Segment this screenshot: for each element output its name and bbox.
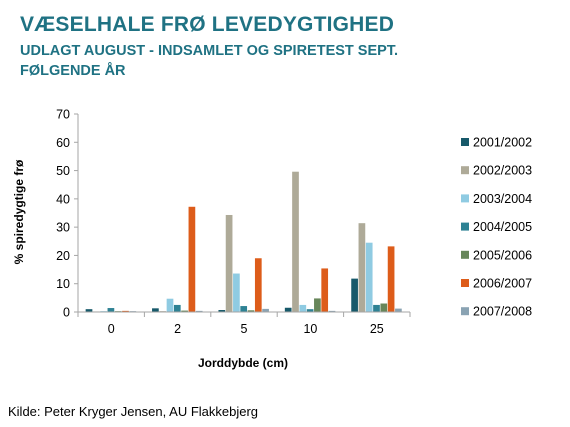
x-tick-label: 0 [108,322,115,336]
bar-2005-2006-2 [181,310,188,312]
source-note: Kilde: Peter Kryger Jensen, AU Flakkebje… [8,404,259,419]
bar-2007-2008-25 [395,308,402,312]
y-tick-label: 70 [56,108,70,122]
legend-label: 2003/2004 [473,192,532,206]
legend-label: 2006/2007 [473,277,532,291]
bar-2005-2006-25 [380,303,388,312]
bar-2005-2006-5 [247,310,255,312]
bar-2005-2006-10 [314,298,321,312]
y-tick-label: 40 [56,192,70,206]
x-tick-label: 10 [303,322,317,336]
y-tick-label: 10 [56,277,70,291]
bar-2004-2005-10 [306,309,314,312]
legend-label: 2005/2006 [473,248,532,262]
y-tick-label: 60 [56,136,70,150]
bar-2003-2004-25 [365,242,373,312]
bar-2002-2003-25 [358,223,366,312]
bar-2001-2002-10 [284,307,292,312]
bar-2006-2007-2 [188,206,196,312]
bar-2003-2004-2 [166,298,174,312]
chart-title: VÆSELHALE FRØ LEVEDYGTIGHED [20,13,395,36]
legend-swatch [461,138,469,146]
legend-swatch [461,279,469,287]
legend-swatch [461,307,469,316]
legend-swatch [461,166,469,175]
y-tick-label: 30 [56,221,70,235]
x-tick-label: 2 [174,322,181,336]
bar-2007-2008-10 [328,310,336,312]
legend-label: 2004/2005 [473,220,532,234]
bar-2001-2002-25 [351,278,358,312]
legend: 2001/2002 2002/2003 2003/2004 2004/2005 2005… [461,136,532,319]
subtitle-line-1: UDLAGT AUGUST - INDSAMLET OG SPIRETEST S… [20,43,399,59]
chart-subtitle: UDLAGT AUGUST - INDSAMLET OG SPIRETEST S… [20,41,540,81]
legend-label: 2001/2002 [473,136,532,150]
bar-2004-2005-2 [173,304,181,312]
bar-2004-2005-5 [240,306,248,312]
y-tick-label: 50 [56,164,70,178]
x-tick-label: 25 [370,322,384,336]
legend-swatch [461,194,469,203]
y-axis-label: % spiredygtige frø [12,159,26,264]
bar-2001-2002-2 [152,308,159,312]
bar-2002-2003-5 [225,214,233,312]
bar-2003-2004-5 [233,273,240,312]
bar-2007-2008-5 [262,308,269,312]
x-axis-label: Jorddybde (cm) [198,356,288,370]
legend-label: 2007/2008 [473,305,532,319]
bar-2004-2005-0 [107,308,115,312]
x-axis-ticks: 0 2 5 10 25 [77,312,411,336]
bar-2003-2004-10 [299,304,307,312]
bars-group [85,171,402,312]
bar-2006-2007-5 [254,258,262,312]
legend-label: 2002/2003 [473,164,532,178]
bar-2001-2002-5 [218,310,226,312]
y-tick-label: 20 [56,249,70,263]
legend-swatch [461,250,469,259]
y-tick-label: 0 [63,306,70,320]
legend-swatch [461,222,469,231]
bar-2007-2008-2 [195,310,203,312]
x-tick-label: 5 [241,322,248,336]
bar-2006-2007-25 [387,246,395,312]
y-axis-ticks: 0 10 20 30 40 50 60 70 [56,108,78,320]
bar-2006-2007-0 [122,310,129,312]
subtitle-line-2: FØLGENDE ÅR [20,63,126,79]
bar-2006-2007-10 [321,268,329,312]
bar-2004-2005-25 [373,304,380,312]
bar-2002-2003-10 [292,171,299,312]
bar-2001-2002-0 [85,309,93,312]
